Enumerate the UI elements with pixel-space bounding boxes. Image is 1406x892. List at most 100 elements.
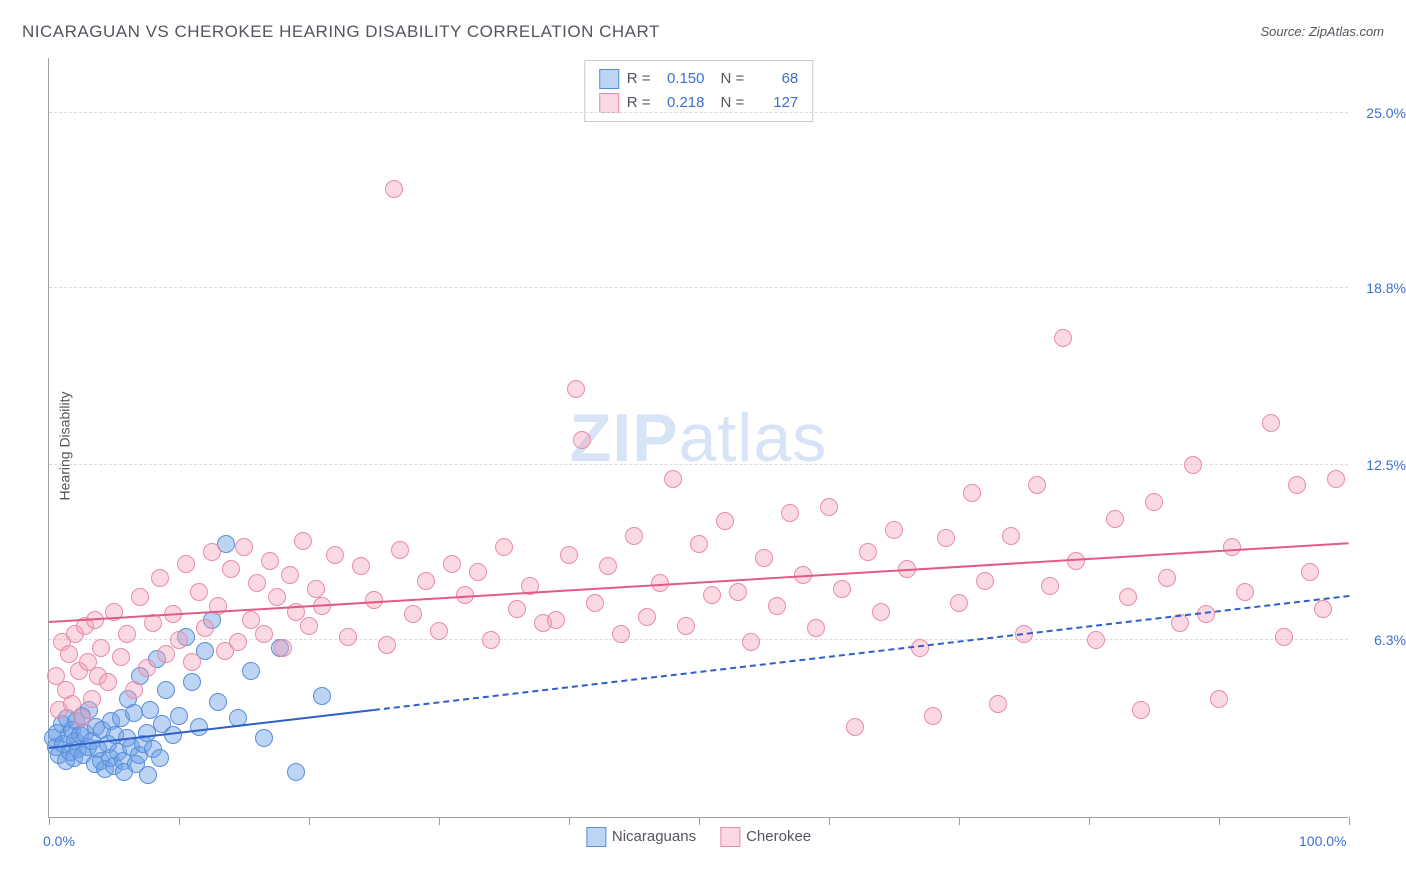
scatter-point: [190, 718, 208, 736]
chart-title: NICARAGUAN VS CHEROKEE HEARING DISABILIT…: [22, 22, 660, 42]
scatter-point: [703, 586, 721, 604]
scatter-point: [1314, 600, 1332, 618]
scatter-point: [209, 693, 227, 711]
scatter-point: [716, 512, 734, 530]
scatter-point: [1327, 470, 1345, 488]
scatter-point: [1223, 538, 1241, 556]
scatter-point: [404, 605, 422, 623]
scatter-point: [242, 662, 260, 680]
scatter-point: [125, 681, 143, 699]
scatter-point: [268, 588, 286, 606]
scatter-point: [385, 180, 403, 198]
scatter-point: [255, 625, 273, 643]
scatter-point: [768, 597, 786, 615]
chart-plot-area: ZIPatlas R =0.150N =68R =0.218N =127 Nic…: [48, 58, 1348, 818]
scatter-point: [139, 766, 157, 784]
scatter-point: [99, 673, 117, 691]
scatter-point: [164, 726, 182, 744]
y-tick-label: 6.3%: [1374, 632, 1406, 648]
scatter-point: [391, 541, 409, 559]
scatter-point: [183, 673, 201, 691]
scatter-point: [274, 639, 292, 657]
scatter-point: [1002, 527, 1020, 545]
scatter-point: [417, 572, 435, 590]
scatter-point: [807, 619, 825, 637]
scatter-point: [547, 611, 565, 629]
scatter-point: [1145, 493, 1163, 511]
scatter-point: [131, 588, 149, 606]
legend-row: R =0.150N =68: [599, 67, 799, 91]
scatter-point: [125, 704, 143, 722]
scatter-point: [755, 549, 773, 567]
scatter-point: [1210, 690, 1228, 708]
scatter-point: [190, 583, 208, 601]
scatter-point: [963, 484, 981, 502]
x-tick: [1219, 817, 1220, 825]
scatter-point: [820, 498, 838, 516]
scatter-point: [1119, 588, 1137, 606]
scatter-point: [781, 504, 799, 522]
scatter-point: [859, 543, 877, 561]
scatter-point: [664, 470, 682, 488]
x-tick-label: 0.0%: [43, 833, 75, 849]
scatter-point: [1236, 583, 1254, 601]
x-tick: [1349, 817, 1350, 825]
scatter-point: [203, 543, 221, 561]
gridline: [49, 464, 1348, 465]
scatter-point: [1301, 563, 1319, 581]
scatter-point: [950, 594, 968, 612]
x-tick: [569, 817, 570, 825]
scatter-point: [157, 681, 175, 699]
scatter-point: [846, 718, 864, 736]
scatter-point: [625, 527, 643, 545]
y-tick-label: 18.8%: [1366, 280, 1406, 296]
x-tick: [179, 817, 180, 825]
gridline: [49, 112, 1348, 113]
scatter-point: [443, 555, 461, 573]
x-tick: [309, 817, 310, 825]
scatter-point: [1054, 329, 1072, 347]
scatter-point: [281, 566, 299, 584]
scatter-point: [151, 749, 169, 767]
scatter-point: [151, 569, 169, 587]
scatter-point: [177, 555, 195, 573]
scatter-point: [1262, 414, 1280, 432]
scatter-point: [1041, 577, 1059, 595]
x-tick: [699, 817, 700, 825]
scatter-point: [235, 538, 253, 556]
scatter-point: [508, 600, 526, 618]
scatter-point: [326, 546, 344, 564]
scatter-point: [183, 653, 201, 671]
scatter-point: [1275, 628, 1293, 646]
scatter-point: [1288, 476, 1306, 494]
scatter-point: [73, 709, 91, 727]
scatter-point: [469, 563, 487, 581]
scatter-point: [833, 580, 851, 598]
x-tick: [439, 817, 440, 825]
scatter-point: [83, 690, 101, 708]
scatter-point: [690, 535, 708, 553]
scatter-point: [261, 552, 279, 570]
scatter-point: [567, 380, 585, 398]
scatter-point: [378, 636, 396, 654]
y-tick-label: 12.5%: [1366, 457, 1406, 473]
scatter-point: [118, 625, 136, 643]
scatter-point: [586, 594, 604, 612]
series-legend: NicaraguansCherokee: [586, 827, 811, 847]
scatter-point: [339, 628, 357, 646]
x-tick: [959, 817, 960, 825]
scatter-point: [222, 560, 240, 578]
scatter-point: [677, 617, 695, 635]
scatter-point: [248, 574, 266, 592]
scatter-point: [1106, 510, 1124, 528]
scatter-point: [599, 557, 617, 575]
x-tick-label: 100.0%: [1299, 833, 1346, 849]
scatter-point: [937, 529, 955, 547]
scatter-point: [924, 707, 942, 725]
scatter-point: [352, 557, 370, 575]
y-tick-label: 25.0%: [1366, 105, 1406, 121]
scatter-point: [92, 639, 110, 657]
scatter-point: [560, 546, 578, 564]
legend-item: Cherokee: [720, 827, 811, 847]
scatter-point: [482, 631, 500, 649]
